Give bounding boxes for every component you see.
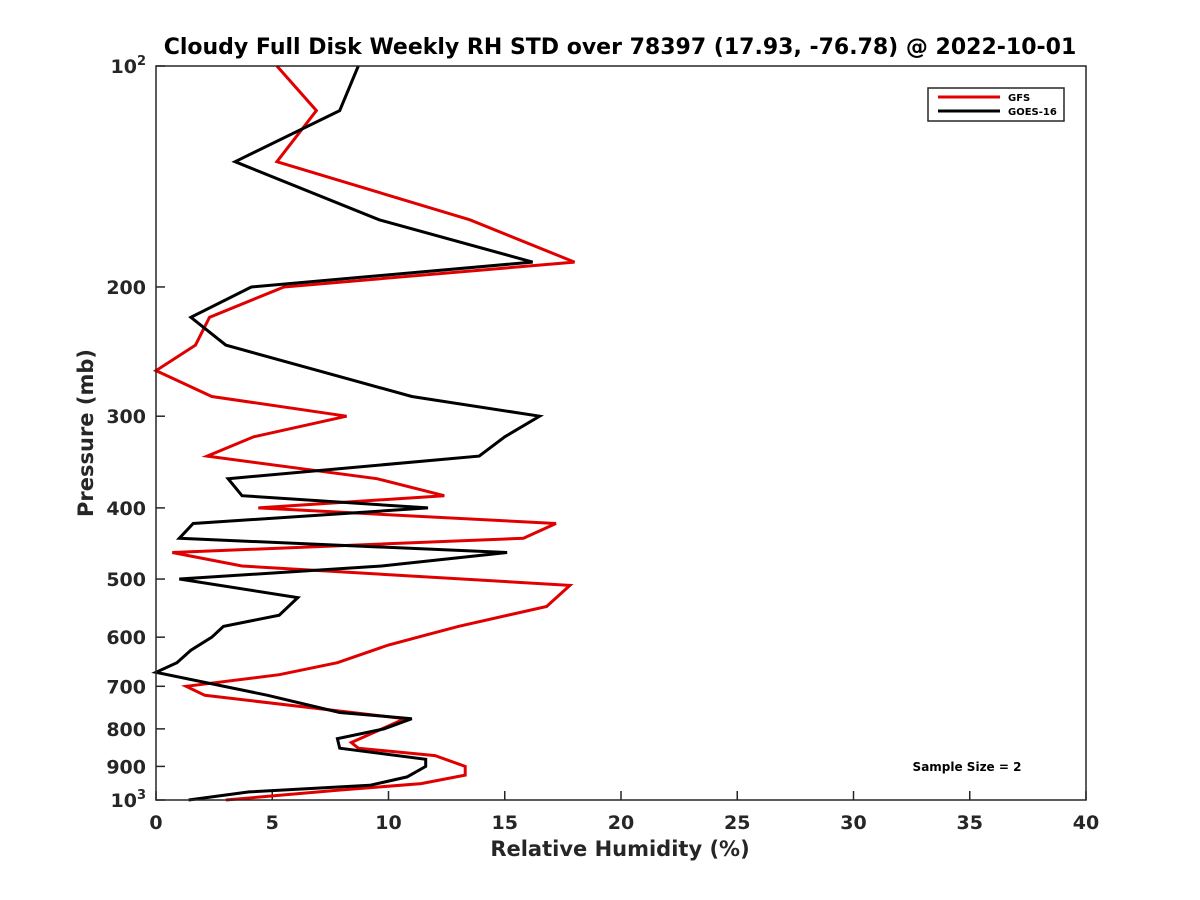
plot-area-frame bbox=[155, 65, 1087, 801]
y-tick-label: 300 bbox=[106, 406, 146, 428]
x-axis-ticks: 0 5 10 15 20 25 30 35 40 bbox=[149, 791, 1099, 834]
x-tick-label: 5 bbox=[266, 812, 279, 834]
legend-label: GOES-16 bbox=[1008, 107, 1057, 118]
x-tick-label: 30 bbox=[840, 812, 866, 834]
sample-size-annotation: Sample Size = 2 bbox=[913, 760, 1022, 774]
y-tick-label: 600 bbox=[106, 627, 146, 649]
x-tick-label: 15 bbox=[492, 812, 518, 834]
legend: GFS GOES-16 bbox=[927, 87, 1065, 122]
x-tick-label: 25 bbox=[724, 812, 750, 834]
series-line-gfs bbox=[152, 65, 576, 802]
series-lines bbox=[151, 65, 576, 802]
x-tick-label: 40 bbox=[1073, 812, 1099, 834]
x-tick-label: 0 bbox=[149, 812, 162, 834]
y-tick-label: 400 bbox=[106, 498, 146, 520]
x-tick-label: 10 bbox=[375, 812, 401, 834]
y-tick-exponent: 2 bbox=[137, 54, 146, 69]
legend-box bbox=[927, 87, 1065, 122]
y-tick-label: 800 bbox=[106, 719, 146, 741]
y-axis-label: Pressure (mb) bbox=[74, 349, 98, 517]
y-tick-label: 900 bbox=[106, 756, 146, 778]
x-axis-label: Relative Humidity (%) bbox=[490, 837, 749, 861]
y-tick-label: 200 bbox=[106, 277, 146, 299]
legend-label: GFS bbox=[1008, 93, 1030, 104]
y-tick-label: 500 bbox=[106, 569, 146, 591]
y-tick-exponent: 3 bbox=[137, 788, 146, 803]
x-tick-label: 35 bbox=[957, 812, 983, 834]
x-tick-label: 20 bbox=[608, 812, 634, 834]
series-line-goes-16 bbox=[151, 65, 544, 802]
y-tick-label: 700 bbox=[106, 676, 146, 698]
chart-title: Cloudy Full Disk Weekly RH STD over 7839… bbox=[164, 35, 1077, 60]
